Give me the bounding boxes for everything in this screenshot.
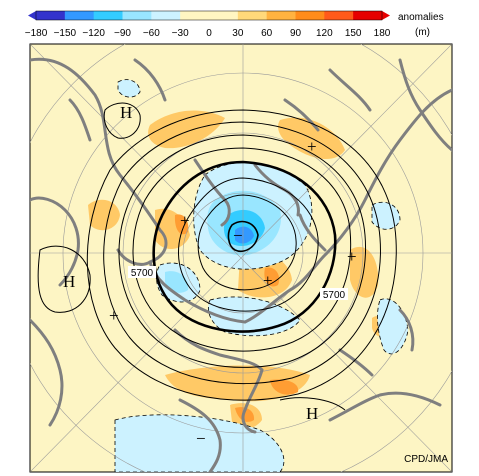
colorbar-tick-label: −60 [143,28,160,39]
high-label-north: H [120,103,132,122]
colorbar-swatch [295,11,325,20]
colorbar-tick-label: 0 [206,28,212,39]
colorbar-tick-label: −180 [25,28,48,39]
colorbar-outline [35,10,383,21]
colorbar-tick-label: 60 [261,28,273,39]
colorbar-swatch [353,11,383,20]
colorbar-swatch [36,11,66,20]
colorbar-tick-labels: −180 −150 −120 −90 −60 −30 0 30 60 90 120 150 180 [25,28,391,39]
height-contours [37,102,397,411]
high-label-south: H [306,404,318,423]
high-label-west: H [63,272,75,291]
colorbar-swatch [324,11,354,20]
positive-center-west: + [180,211,190,230]
positive-center-northeast: + [307,137,317,156]
colorbar-tick-label: 30 [232,28,244,39]
colorbar-unit: (m) [415,27,430,38]
colorbar-tick-label: −30 [172,28,189,39]
colorbar-swatch [122,11,152,20]
colorbar-title: anomalies [398,12,444,23]
positive-center-east: + [347,247,357,266]
colorbar-swatch [237,11,268,20]
colorbar-swatch [209,11,239,20]
negative-center-south: − [196,429,206,448]
anomaly-colorbar: −180 −150 −120 −90 −60 −30 0 30 60 90 120 150 180 an… [25,10,444,39]
colorbar-tick-label: 180 [374,28,391,39]
positive-center-center: + [263,271,273,290]
colorbar-tick-label: −120 [82,28,105,39]
colorbar-swatch [64,11,95,20]
colorbar-tick-label: −90 [114,28,131,39]
colorbar-tick-label: 150 [345,28,362,39]
colorbar-swatch [151,11,181,20]
colorbar-tick-label: 120 [316,28,333,39]
graticule [30,44,452,472]
credit-label: CPD/JMA [404,454,448,465]
svg-text:5700: 5700 [323,290,346,301]
colorbar-arrow-high [382,11,390,20]
negative-center-pole: − [233,226,243,245]
contour-label-west: 5700 [128,266,156,279]
colorbar-tick-label: −150 [54,28,77,39]
positive-center-southwest: + [109,306,119,325]
colorbar-arrow-low [28,11,36,20]
colorbar-swatch [93,11,123,20]
colorbar-swatch [180,11,210,20]
colorbar-swatches [28,10,390,21]
colorbar-tick-label: 90 [290,28,302,39]
contour-label-east: 5700 [320,288,348,301]
colorbar-swatch [266,11,296,20]
svg-text:5700: 5700 [131,268,154,279]
